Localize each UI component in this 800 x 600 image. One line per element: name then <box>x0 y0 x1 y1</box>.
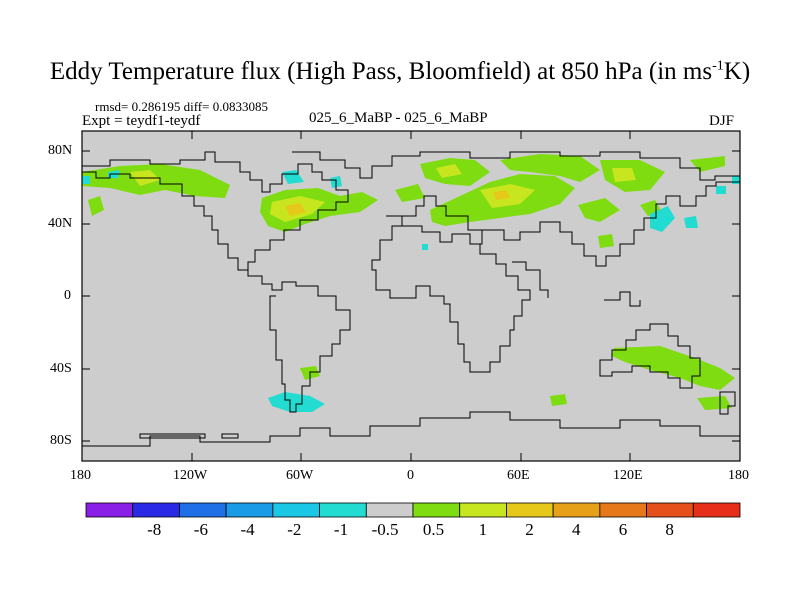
x-tick-label: 60E <box>507 468 530 483</box>
colorbar-label: -8 <box>147 520 162 539</box>
x-tick-label: 120W <box>173 468 208 483</box>
x-tick-label: 0 <box>407 468 414 483</box>
colorbar-swatch <box>506 502 554 518</box>
colorbar-label: 0.5 <box>422 520 445 539</box>
colorbar-label: -4 <box>240 520 255 539</box>
colorbar-label: -2 <box>287 520 302 539</box>
x-tick-label: 180 <box>728 468 749 483</box>
colorbar-label: -1 <box>333 520 349 539</box>
x-tick-label: 180 <box>70 468 91 483</box>
x-tick-label: 60W <box>286 468 314 483</box>
colorbar-swatch <box>132 502 180 518</box>
colorbar-label: -0.5 <box>371 520 399 539</box>
y-tick-label: 0 <box>64 288 71 303</box>
y-tick-label: 40N <box>48 216 73 231</box>
y-tick-label: 80S <box>50 433 72 448</box>
rmsd-stats: rmsd= 0.286195 diff= 0.0833085 <box>95 99 268 114</box>
colorbar-swatch <box>692 502 741 518</box>
map-title: Eddy Temperature flux (High Pass, Bloomf… <box>49 58 751 85</box>
colorbar-swatch <box>272 502 320 518</box>
colorbar-swatch <box>552 502 601 518</box>
axis-ticks <box>81 131 741 461</box>
coastlines <box>82 151 740 447</box>
colorbar-label: 8 <box>665 520 674 539</box>
colorbar-swatch <box>459 502 507 518</box>
y-tick-label: 80N <box>48 143 73 158</box>
colorbar-label: 2 <box>525 520 534 539</box>
strong-anomaly-fields <box>285 190 510 216</box>
x-tick-label: 120E <box>613 468 643 483</box>
y-tick-label: 40S <box>50 361 72 376</box>
colorbar-swatch <box>85 502 134 518</box>
case-label: 025_6_MaBP - 025_6_MaBP <box>309 110 488 126</box>
colorbar-swatch <box>599 502 647 518</box>
experiment-label: Expt = teydf1-teydf <box>82 113 201 129</box>
colorbar-label: -6 <box>193 520 208 539</box>
colorbar-swatch <box>412 502 461 518</box>
colorbar-swatch <box>646 502 694 518</box>
colorbar-swatch <box>225 502 274 518</box>
colorbar <box>85 502 741 518</box>
season-label: DJF <box>709 113 735 129</box>
colorbar-swatch <box>319 502 367 518</box>
colorbar-swatch <box>365 502 414 518</box>
colorbar-swatch <box>179 502 227 518</box>
colorbar-label: 1 <box>478 520 488 539</box>
colorbar-label: 4 <box>572 520 581 539</box>
negative-anomaly-fields <box>82 170 740 412</box>
colorbar-label: 6 <box>618 520 628 539</box>
